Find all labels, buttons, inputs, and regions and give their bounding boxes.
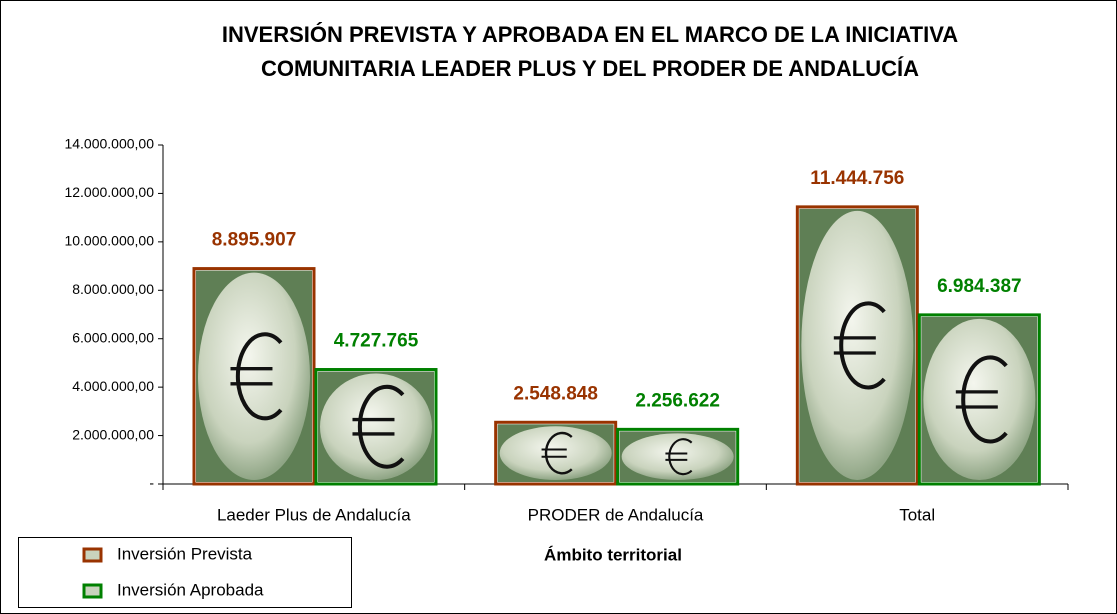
coin	[923, 318, 1036, 480]
x-axis-title: Ámbito territorial	[544, 545, 682, 564]
bar	[795, 205, 919, 486]
y-tick-label: 8.000.000,00	[72, 281, 154, 297]
euro-sign	[357, 384, 405, 469]
legend	[18, 537, 352, 608]
euro-sign	[544, 431, 573, 475]
x-tick-label: Total	[899, 505, 935, 524]
y-tick-label: 6.000.000,00	[72, 329, 154, 345]
coin	[198, 272, 310, 480]
chart-title: INVERSIÓN PREVISTA Y APROBADA EN EL MARC…	[222, 22, 958, 47]
legend-label: Inversión Aprobada	[117, 580, 264, 599]
euro-sign	[235, 332, 283, 421]
y-tick-label: -	[149, 475, 154, 491]
y-tick-label: 10.000.000,00	[64, 233, 154, 249]
data-label: 8.895.907	[212, 230, 297, 251]
bar	[192, 267, 316, 486]
euro-sign	[668, 438, 693, 476]
data-label: 6.984.387	[937, 276, 1022, 297]
y-tick-label: 12.000.000,00	[64, 184, 154, 200]
bar	[494, 420, 618, 486]
data-label: 4.727.765	[334, 331, 419, 352]
legend-swatch	[82, 583, 103, 599]
euro-sign	[839, 301, 886, 390]
legend-swatch	[82, 547, 103, 563]
legend-label: Inversión Prevista	[117, 544, 253, 563]
bar	[314, 368, 438, 486]
y-tick-label: 4.000.000,00	[72, 378, 154, 394]
x-tick-label: Laeder Plus de Andalucía	[217, 505, 411, 524]
euro-sign	[961, 355, 1008, 444]
coin	[621, 433, 734, 480]
coin	[499, 426, 612, 481]
x-tick-label: PRODER de Andalucía	[528, 505, 704, 524]
data-label: 2.256.622	[635, 390, 720, 411]
y-tick-label: 2.000.000,00	[72, 426, 154, 442]
coin	[801, 210, 914, 480]
bar	[917, 313, 1041, 486]
data-label: 11.444.756	[810, 168, 904, 189]
y-tick-label: 14.000.000,00	[64, 136, 154, 152]
bar	[616, 427, 740, 486]
chart-title: COMUNITARIA LEADER PLUS Y DEL PRODER DE …	[261, 56, 919, 81]
data-label: 2.548.848	[513, 383, 598, 404]
coin	[320, 373, 432, 481]
